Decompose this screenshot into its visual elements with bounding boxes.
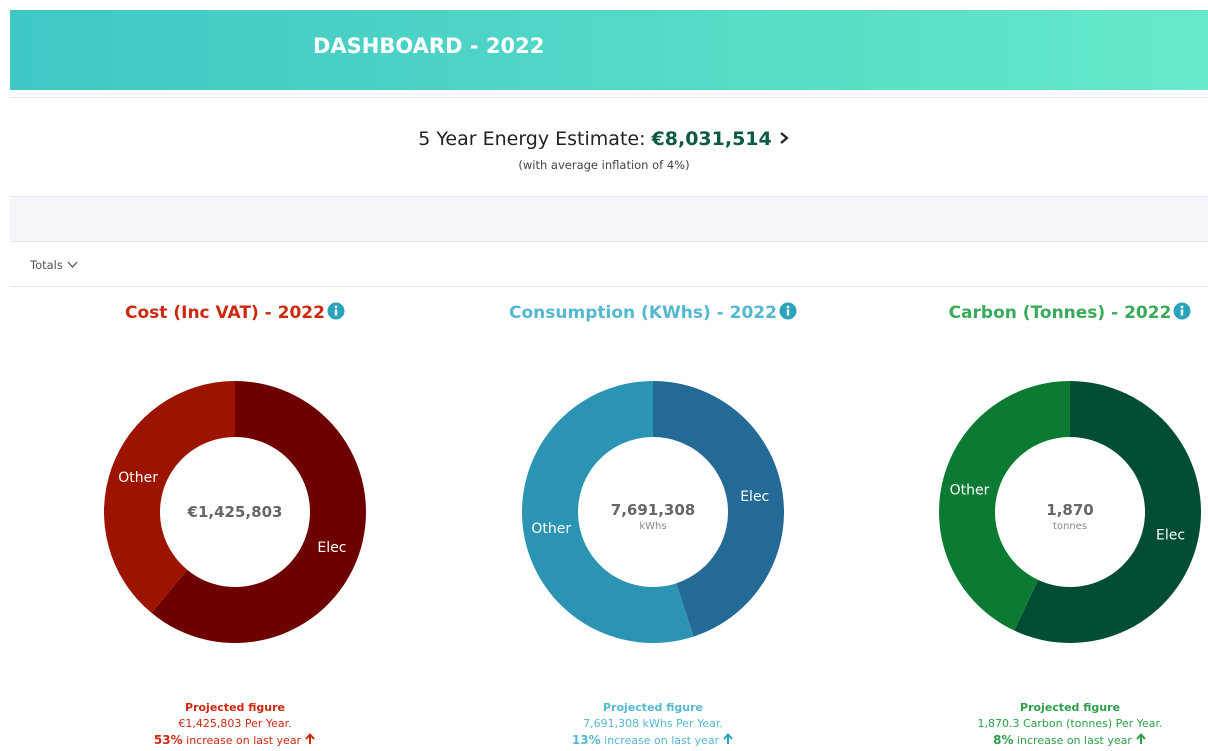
footer-heading: Projected figure [185, 701, 285, 714]
donut-slice [653, 381, 784, 637]
info-icon[interactable] [325, 302, 345, 320]
slice-label: Other [118, 470, 158, 486]
header-bar: DASHBOARD - 2022 [10, 10, 1208, 90]
slice-label: Elec [740, 489, 769, 505]
up-arrow-icon [723, 732, 733, 744]
info-icon[interactable] [777, 302, 797, 320]
footer-heading: Projected figure [1020, 701, 1120, 714]
footer-heading: Projected figure [603, 701, 703, 714]
chart-footer: Projected figure €1,425,803 Per Year. 53% … [25, 700, 445, 749]
filter-band [10, 196, 1208, 242]
footer-amount: 1,870.3 Carbon (tonnes) Per Year. [977, 717, 1163, 730]
footer-change-line: 53% increase on last year [25, 732, 445, 749]
center-value: €1,425,803 [187, 503, 283, 521]
up-arrow-icon [305, 732, 315, 744]
up-arrow-icon [1136, 732, 1146, 744]
chevron-icon [780, 132, 789, 144]
slice-label: Other [950, 483, 990, 499]
chart-title: Carbon (Tonnes) - 2022 [860, 302, 1208, 323]
estimate-label: 5 Year Energy Estimate: [418, 128, 646, 150]
center-value: 7,691,308 [611, 501, 695, 519]
footer-change: 8% [993, 733, 1014, 747]
slice-label: Elec [1156, 527, 1185, 543]
center-unit: tonnes [1053, 521, 1087, 532]
chart-footer: Projected figure 7,691,308 kWhs Per Year.… [443, 700, 863, 749]
center-value: 1,870 [1046, 501, 1093, 519]
footer-change-line: 8% increase on last year [860, 732, 1208, 749]
estimate-note: (with average inflation of 4%) [518, 158, 690, 172]
info-icon[interactable] [1171, 302, 1191, 320]
donut-slice [939, 380, 1070, 631]
header-title: DASHBOARD - 2022 [313, 34, 545, 58]
estimate[interactable]: 5 Year Energy Estimate: €8,031,514 [0, 128, 1208, 150]
chart-title: Consumption (KWhs) - 2022 [443, 302, 863, 323]
chart-footer: Projected figure 1,870.3 Carbon (tonnes) … [860, 700, 1208, 749]
donut-slice [151, 381, 366, 643]
donut-slice [521, 381, 694, 643]
chart-title: Cost (Inc VAT) - 2022 [25, 302, 445, 323]
totals-toggle[interactable]: Totals [30, 258, 78, 272]
footer-amount: 7,691,308 kWhs Per Year. [583, 717, 723, 730]
estimate-value: €8,031,514 [651, 128, 772, 150]
slice-label: Other [531, 521, 571, 537]
donut-slice [1014, 381, 1202, 643]
footer-change-line: 13% increase on last year [443, 732, 863, 749]
footer-change-text: increase on last year [604, 734, 720, 747]
donut-slice [104, 381, 235, 613]
chart-title-text: Cost (Inc VAT) - 2022 [125, 303, 325, 323]
footer-change: 53% [153, 733, 183, 747]
footer-change-text: increase on last year [186, 734, 302, 747]
chart-title-text: Consumption (KWhs) - 2022 [509, 303, 777, 323]
center-unit: kWhs [639, 521, 666, 532]
slice-label: Elec [317, 540, 346, 556]
dropdown-icon [67, 261, 77, 268]
footer-amount: €1,425,803 Per Year. [178, 717, 292, 730]
divider [10, 286, 1208, 287]
totals-label: Totals [30, 258, 63, 272]
chart-title-text: Carbon (Tonnes) - 2022 [948, 303, 1172, 323]
footer-change-text: increase on last year [1016, 734, 1132, 747]
footer-change: 13% [571, 733, 601, 747]
divider [10, 97, 1208, 98]
